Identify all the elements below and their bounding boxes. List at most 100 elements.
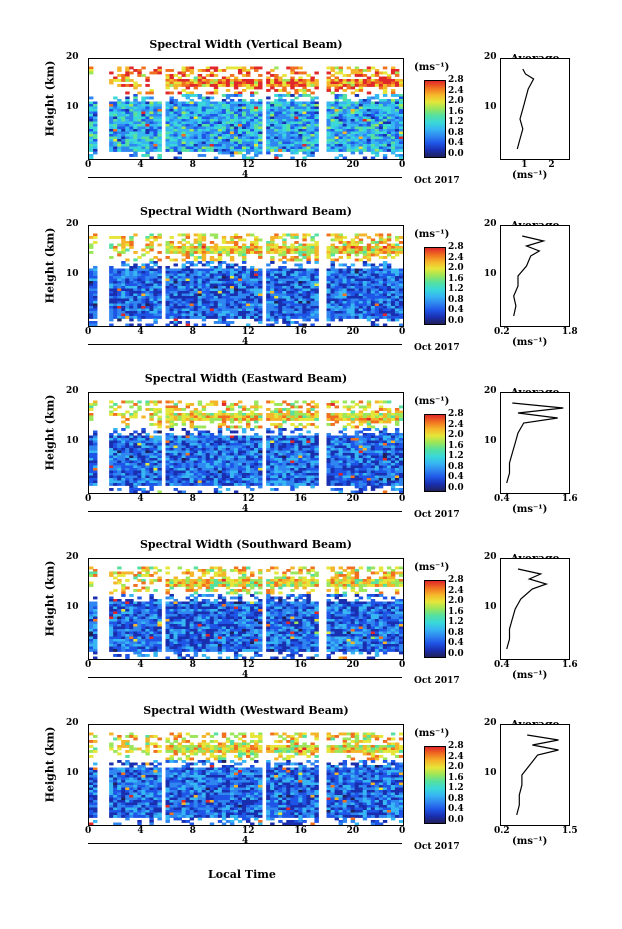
heatmap-cell (205, 129, 211, 132)
heatmap-cell (185, 403, 191, 406)
heatmap-cell (362, 149, 368, 152)
heatmap-cell (314, 286, 319, 289)
heatmap-cell (266, 293, 271, 297)
heatmap-cell (382, 238, 388, 242)
heatmap-cell (270, 246, 275, 249)
heatmap-cell (258, 149, 263, 152)
heatmap-cell (246, 156, 251, 159)
heatmap-cell (125, 450, 130, 454)
heatmap-cell (185, 146, 191, 150)
heatmap-cell (358, 241, 364, 244)
heatmap-cell (374, 116, 380, 120)
heatmap-cell (266, 306, 271, 309)
heatmap-cell (145, 465, 150, 469)
heatmap-cell (145, 79, 150, 82)
heatmap-cell (310, 136, 315, 140)
heatmap-cell (278, 253, 283, 257)
heatmap-cell (189, 243, 195, 247)
heatmap-cell (141, 296, 146, 299)
heatmap-cell (89, 415, 94, 419)
heatmap-cell (165, 460, 170, 464)
heatmap-cell (121, 263, 126, 267)
heatmap-cell (290, 104, 295, 107)
heatmap-cell (270, 303, 275, 307)
heatmap-cell (366, 84, 372, 87)
heatmap-cell (185, 468, 191, 471)
heatmap-cell (294, 134, 299, 137)
heatmap-cell (302, 116, 307, 120)
heatmap-cell (217, 318, 223, 322)
heatmap-cell (346, 114, 352, 117)
colorbar (424, 80, 446, 158)
heatmap-cell (382, 141, 388, 145)
heatmap-cell (197, 144, 203, 147)
heatmap-cell (246, 84, 251, 87)
heatmap-cell (201, 445, 207, 449)
heatmap-cell (237, 296, 243, 299)
heatmap-cell (209, 465, 215, 469)
heatmap-cell (181, 119, 187, 122)
heatmap-cell (390, 273, 396, 277)
heatmap-cell (117, 288, 122, 292)
heatmap-cell (314, 141, 319, 145)
heatmap-cell (374, 141, 380, 145)
y-tick-label: 20 (66, 52, 79, 62)
heatmap-cell (197, 473, 203, 476)
heatmap-cell (241, 293, 247, 297)
heatmap-cell (358, 293, 364, 297)
heatmap-cell (169, 258, 174, 262)
heatmap-cell (270, 121, 275, 125)
heatmap-cell (177, 271, 182, 274)
heatmap-cell (274, 79, 279, 82)
heatmap-cell (278, 111, 283, 115)
heatmap-cell (366, 246, 372, 249)
heatmap-cell (370, 268, 376, 272)
heatmap-cell (181, 440, 187, 444)
heatmap-cell (254, 251, 259, 254)
heatmap-cell (197, 440, 203, 444)
heatmap-cell (121, 308, 126, 312)
heatmap-cell (141, 124, 146, 127)
heatmap-cell (270, 323, 275, 326)
heatmap-cell (141, 463, 146, 466)
heatmap-cell (274, 99, 279, 102)
heatmap-cell (338, 136, 344, 140)
heatmap-cell (117, 313, 122, 317)
heatmap-cell (225, 418, 231, 421)
heatmap-cell (306, 316, 311, 319)
heatmap-cell (169, 236, 174, 239)
heatmap-cell (113, 468, 118, 471)
heatmap-cell (338, 116, 344, 120)
heatmap-cell (241, 286, 247, 289)
heatmap-cell (145, 433, 150, 436)
heatmap-cell (334, 281, 339, 284)
heatmap-cell (366, 268, 372, 272)
heatmap-cell (270, 301, 275, 304)
heatmap-cell (133, 286, 138, 289)
heatmap-cell (189, 445, 195, 449)
heatmap-cell (201, 443, 207, 446)
heatmap-cell (314, 109, 319, 112)
heatmap-cell (350, 238, 356, 242)
heatmap-cell (358, 306, 364, 309)
heatmap-cell (390, 71, 396, 75)
heatmap-cell (145, 483, 150, 486)
heatmap-cell (330, 116, 335, 120)
heatmap-cell (177, 156, 182, 159)
heatmap-cell (286, 298, 291, 302)
heatmap-cell (145, 478, 150, 481)
heatmap-cell (254, 271, 259, 274)
heatmap-cell (310, 273, 315, 277)
heatmap-cell (334, 291, 339, 294)
heatmap-cell (93, 233, 98, 237)
heatmap-cell (145, 286, 150, 289)
heatmap-cell (386, 74, 392, 77)
heatmap-cell (390, 291, 396, 294)
heatmap-cell (201, 154, 207, 157)
heatmap-cell (266, 271, 271, 274)
heatmap-cell (246, 233, 251, 237)
day-label: 4 (242, 170, 249, 180)
heatmap-cell (181, 458, 187, 461)
heatmap-cell (213, 308, 219, 312)
heatmap-cell (282, 238, 287, 242)
